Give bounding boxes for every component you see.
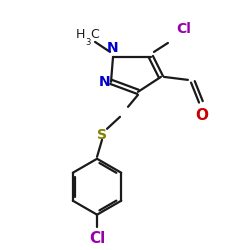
- Text: O: O: [196, 108, 208, 123]
- Text: H: H: [76, 28, 85, 42]
- Text: 3: 3: [85, 38, 90, 47]
- Text: C: C: [90, 28, 99, 42]
- Text: N: N: [98, 75, 110, 89]
- Text: Cl: Cl: [176, 22, 191, 36]
- Text: S: S: [97, 128, 107, 142]
- Text: N: N: [107, 41, 119, 55]
- Text: Cl: Cl: [89, 231, 105, 246]
